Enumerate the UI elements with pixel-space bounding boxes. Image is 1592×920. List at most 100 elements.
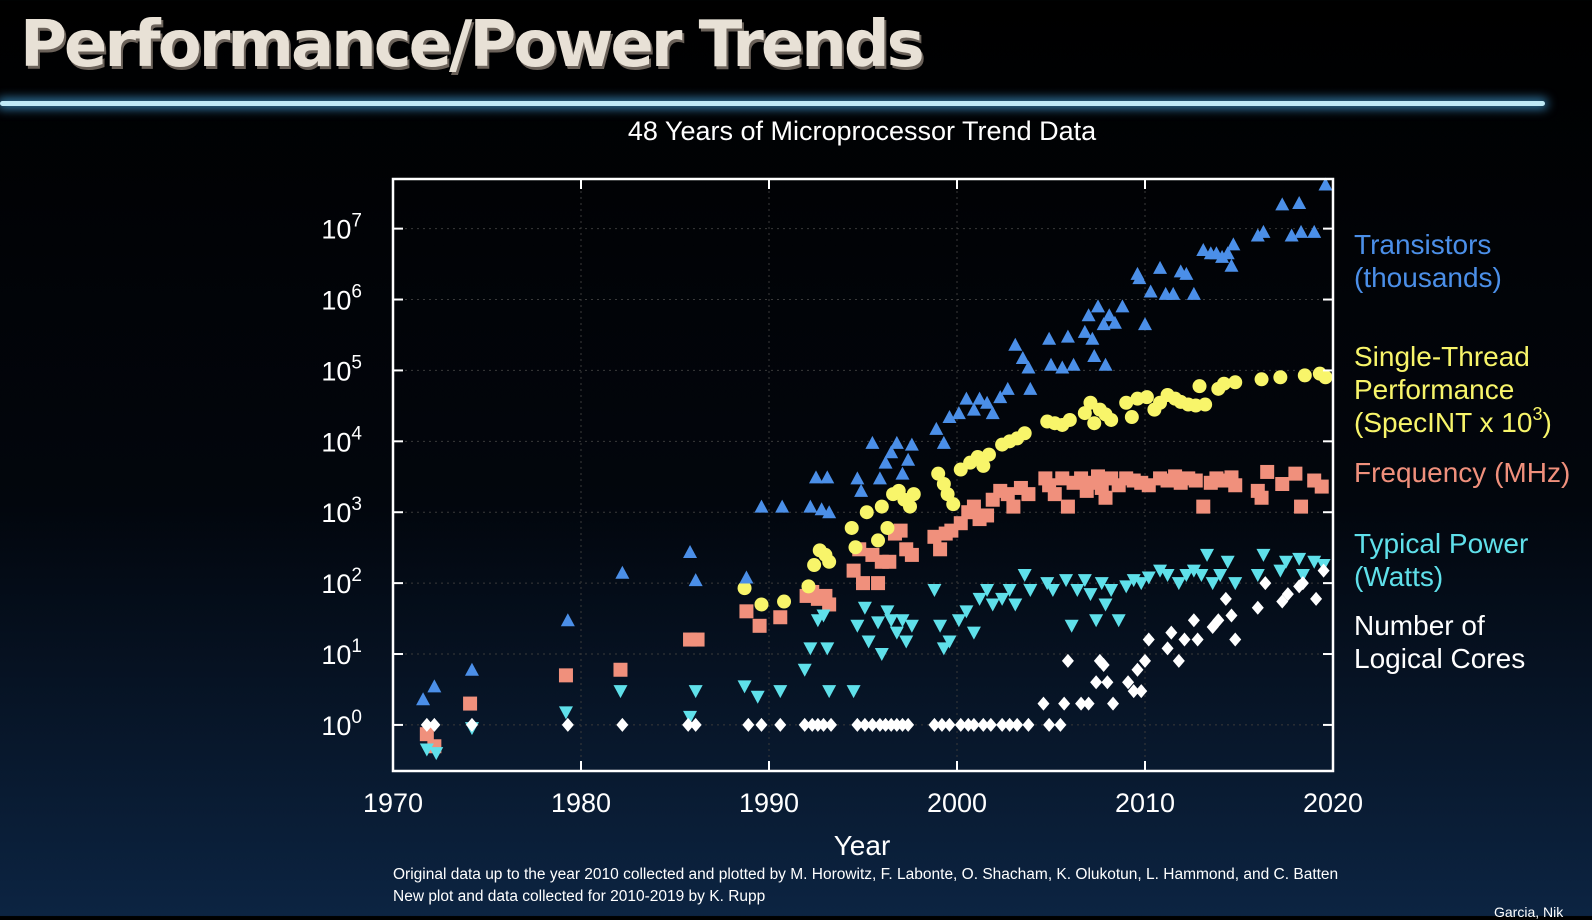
cores-point (1317, 563, 1330, 578)
transistors-point (739, 570, 754, 584)
transistors-point (1044, 357, 1058, 371)
x-tick-label: 1980 (551, 788, 611, 818)
single-thread-point (807, 558, 822, 573)
transistors-point (1226, 237, 1241, 251)
single-thread-point (946, 497, 961, 512)
transistors-point (904, 437, 919, 451)
transistors-point (1107, 315, 1122, 329)
single-thread-point (844, 520, 859, 535)
power-point (884, 614, 899, 628)
power-point (1002, 583, 1017, 597)
cores-point (1139, 653, 1151, 668)
transistors-point (1091, 299, 1105, 313)
cores-point (742, 717, 755, 732)
transistors-point (1042, 331, 1057, 345)
frequency-point (1275, 477, 1290, 492)
legend-single-thread-superscript: 3 (1532, 404, 1542, 424)
transistors-point (1166, 286, 1181, 300)
power-point (1017, 569, 1032, 583)
power-point (846, 685, 861, 699)
power-point (936, 642, 951, 656)
single-thread-point (1318, 370, 1333, 385)
single-thread-point (777, 594, 792, 609)
cores-point (1219, 591, 1232, 606)
cores-point (1142, 632, 1155, 647)
transistors-point (1023, 381, 1038, 395)
power-point (797, 663, 812, 677)
power-point (558, 706, 573, 720)
transistors-point (889, 435, 904, 449)
frequency-point (1196, 499, 1211, 514)
frequency-point (463, 696, 478, 711)
transistors-point (1186, 286, 1201, 300)
frequency-point (773, 610, 788, 625)
cores-point (1161, 641, 1174, 656)
cores-point (825, 717, 838, 732)
cores-point (1251, 600, 1264, 615)
single-thread-point (906, 487, 921, 502)
power-point (1141, 571, 1156, 585)
frequency-point (558, 668, 573, 683)
transistors-point (615, 565, 630, 579)
single-thread-point (1297, 368, 1312, 383)
single-thread-point (976, 458, 991, 473)
transistors-point (1096, 317, 1111, 331)
single-thread-point (1192, 379, 1207, 394)
power-point (895, 614, 910, 628)
transistors-point (959, 391, 974, 405)
frequency-point (1188, 473, 1203, 488)
cores-point (1281, 587, 1294, 602)
transistors-point (901, 452, 916, 466)
cores-point (465, 717, 478, 732)
transistors-point (1085, 331, 1100, 345)
transistors-point (820, 470, 835, 484)
frequency-point (613, 662, 628, 677)
y-tick-exponent: 0 (351, 707, 362, 728)
frequency-point (1314, 479, 1329, 494)
single-thread-point (1124, 410, 1139, 425)
transistors-point (1060, 329, 1075, 343)
power-point (1040, 577, 1055, 591)
cores-point (428, 717, 441, 732)
y-tick-base: 10 (321, 356, 351, 386)
cores-point (984, 717, 997, 732)
power-point (1205, 577, 1220, 591)
power-point (942, 635, 957, 649)
transistors-point (878, 455, 893, 469)
power-point (1179, 569, 1194, 583)
cores-point (851, 717, 864, 732)
power-point (429, 747, 444, 761)
power-point (1295, 569, 1310, 583)
y-tick-label: 101 (321, 636, 362, 670)
power-point (966, 626, 981, 640)
frequency-point (1006, 499, 1021, 514)
power-point (1008, 598, 1023, 612)
single-thread-point (1228, 375, 1243, 390)
power-point (737, 680, 752, 694)
power-point (874, 648, 889, 662)
frequency-point (966, 499, 981, 514)
power-point (1045, 583, 1060, 597)
frequency-point (893, 523, 908, 538)
y-tick-base: 10 (321, 569, 351, 599)
cores-point (967, 717, 980, 732)
transistors-point (688, 573, 703, 587)
power-point (861, 635, 876, 649)
y-tick-label: 102 (321, 565, 362, 599)
frequency-point (1294, 499, 1309, 514)
transistors-point (1055, 360, 1070, 374)
transistors-point (1256, 224, 1271, 238)
power-point (1077, 574, 1092, 588)
power-point (820, 642, 835, 656)
transistors-point (929, 421, 944, 435)
cores-point (1259, 576, 1272, 591)
power-point (1059, 574, 1074, 588)
single-thread-point (931, 466, 946, 481)
legend-cores-line: Logical Cores (1354, 643, 1525, 674)
x-tick-label: 2000 (927, 788, 987, 818)
transistors-point (683, 544, 698, 558)
cores-point (561, 717, 574, 732)
power-point (1200, 548, 1215, 562)
power-point (1070, 583, 1085, 597)
power-point (1134, 577, 1149, 591)
